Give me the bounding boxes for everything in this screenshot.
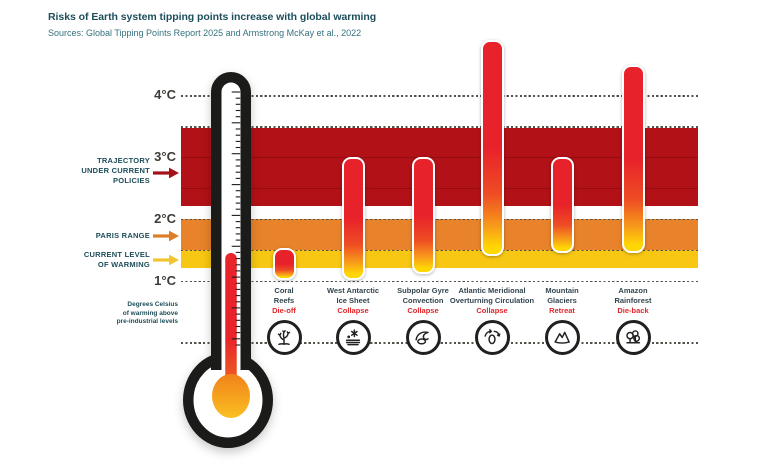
temp-tick-3c: 3°C [154, 149, 176, 165]
source-note: Sources: Global Tipping Points Report 20… [48, 28, 362, 38]
column-mountain-glaciers: Mountain Glaciers Retreat [503, 286, 621, 355]
tipping-point-impact: Die-back [617, 306, 649, 315]
column-west-antarctic-ice-sheet: West Antarctic Ice Sheet Collapse [294, 286, 412, 355]
axis-unit-note: Degrees Celsius of warming above pre-ind… [116, 301, 178, 325]
column-coral-reefs: Coral Reefs Die-off [225, 286, 343, 355]
gridline-1c [181, 280, 698, 282]
range-bar-coral-reefs [272, 248, 296, 281]
gyre-wave-icon [405, 319, 441, 355]
paris-range-arrow-icon [153, 230, 179, 242]
gridline-4c [181, 95, 698, 97]
column-amazon-rainforest: Amazon Rainforest Die-back [574, 286, 692, 355]
rainforest-icon [615, 319, 651, 355]
page-title: Risks of Earth system tipping points inc… [48, 11, 377, 23]
temp-tick-1c: 1°C [154, 272, 176, 288]
column-atlantic-meridional-overturning-circulation: Atlantic Meridional Overturning Circulati… [433, 286, 551, 355]
range-bar-subpolar-gyre-convection [411, 157, 435, 275]
thermometer-liquid [225, 253, 237, 408]
range-bar-atlantic-meridional-overturning-circulation [480, 39, 504, 256]
tipping-point-impact: Collapse [337, 306, 369, 315]
column-subpolar-gyre-convection: Subpolar Gyre Convection Collapse [364, 286, 482, 355]
range-bar-mountain-glaciers [550, 157, 574, 253]
gridline-3.5c [181, 126, 698, 128]
tipping-point-impact: Collapse [476, 306, 508, 315]
tipping-point-impact: Die-off [272, 306, 296, 315]
label-paris-range: PARIS RANGE [95, 231, 150, 240]
tipping-point-name: Subpolar Gyre Convection [397, 286, 449, 305]
temp-tick-2c: 2°C [154, 210, 176, 226]
tipping-point-name: Amazon Rainforest [614, 286, 652, 305]
thermometer-liquid-ball [212, 374, 250, 418]
range-bar-west-antarctic-ice-sheet [341, 157, 365, 281]
thermometer-scale-ticks [231, 91, 241, 346]
label-current-level-of-warming: CURRENT LEVEL OF WARMING [83, 250, 150, 269]
tipping-point-name: Coral Reefs [273, 286, 295, 305]
current-warming-arrow-icon [153, 254, 179, 266]
band-inner-line-2-5c [181, 187, 698, 189]
trajectory-arrow-icon [153, 167, 179, 179]
thermometer-illustration [183, 72, 273, 448]
tipping-point-impact: Retreat [549, 306, 575, 315]
ocean-circulation-icon [474, 319, 510, 355]
range-bar-amazon-rainforest [621, 64, 645, 253]
tipping-point-name: Mountain Glaciers [545, 286, 579, 305]
tipping-point-name: West Antarctic Ice Sheet [326, 286, 380, 305]
tipping-point-impact: Collapse [407, 306, 439, 315]
band-paris-range [181, 218, 698, 250]
gridline-1.5c [181, 249, 698, 252]
thermometer-tube [211, 72, 251, 370]
band-inner-line-3c [181, 157, 698, 159]
mountain-icon [544, 319, 580, 355]
label-trajectory-under-current-policies: TRAJECTORY UNDER CURRENT POLICIES [81, 156, 150, 185]
gridline-2c [181, 218, 698, 221]
temp-tick-4c: 4°C [154, 87, 176, 103]
ice-sheet-icon [335, 319, 371, 355]
tipping-point-name: Atlantic Meridional Overturning Circulati… [449, 286, 535, 305]
band-trajectory-current-policies [181, 128, 698, 207]
coral-icon [266, 319, 302, 355]
band-current-warming [181, 249, 698, 269]
